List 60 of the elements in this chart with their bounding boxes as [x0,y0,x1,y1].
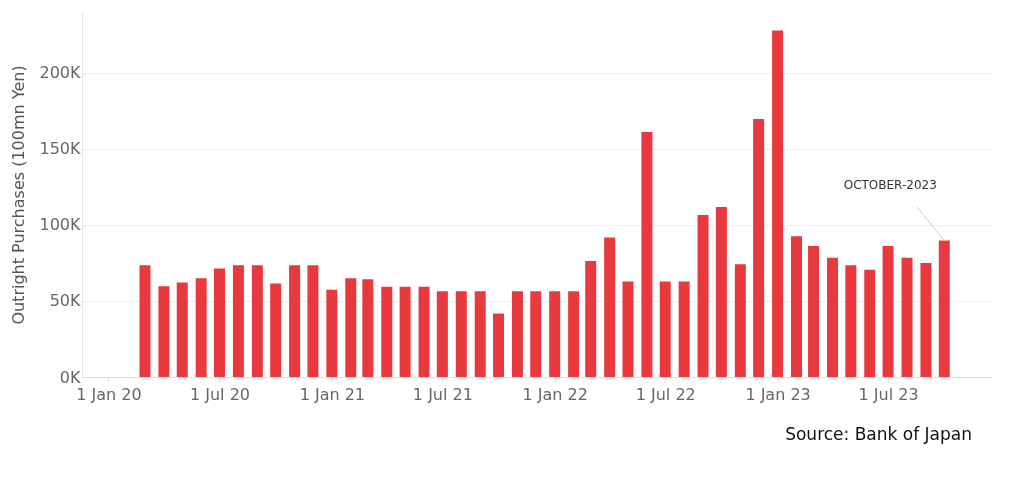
bar [808,246,820,377]
bar [697,214,709,377]
bar [362,279,374,377]
source-note: Source: Bank of Japan [785,424,972,444]
x-tick-label: 1 Jul 20 [189,384,250,404]
bar [345,278,357,377]
bar [251,265,263,377]
y-tick-label: 150K [39,139,82,159]
bar [938,240,950,377]
bar [641,131,653,377]
bar [195,278,207,377]
bar [232,265,244,377]
bar [455,291,467,377]
x-tick-label: 1 Jan 20 [76,384,142,404]
bar [622,281,634,377]
bar [772,30,784,377]
bar [864,269,876,377]
bar [418,286,430,377]
bar [920,262,932,377]
bar [493,313,505,377]
y-axis-title: Outright Purchases (100mn Yen) [9,65,29,325]
x-tick-label: 1 Jul 22 [635,384,696,404]
bar [715,206,727,377]
bar [381,286,393,377]
y-tick-label: 0K [59,367,82,387]
x-tick-label: 1 Jan 21 [299,384,366,404]
bar [139,265,151,377]
x-tick-label: 1 Jul 21 [412,384,473,404]
bar [734,264,746,377]
bar [214,268,225,377]
bar [827,257,839,377]
bar [270,283,282,377]
bar [289,265,301,377]
bar [604,237,616,377]
x-tick-label: 1 Jan 22 [522,384,588,404]
bar [845,265,857,377]
bar [399,286,411,377]
bar [511,291,523,377]
annotation: OCTOBER-2023 [843,177,937,192]
bar [158,286,170,377]
bar [901,257,913,377]
y-tick-label: 50K [49,291,81,311]
bar [659,281,671,377]
bar [326,289,338,377]
y-tick-label: 100K [39,215,82,235]
bar [549,291,561,377]
bar [530,291,542,377]
bar [678,281,690,377]
bar [474,291,486,377]
bar [307,265,319,377]
bar [882,246,894,377]
bar [791,236,802,377]
bar [568,291,580,377]
y-tick-label: 200K [39,63,82,83]
bar [436,291,448,377]
x-tick-label: 1 Jan 23 [745,384,811,404]
x-tick-label: 1 Jul 23 [858,384,919,404]
bar [176,282,188,377]
bar [753,118,765,377]
bar [585,260,597,377]
